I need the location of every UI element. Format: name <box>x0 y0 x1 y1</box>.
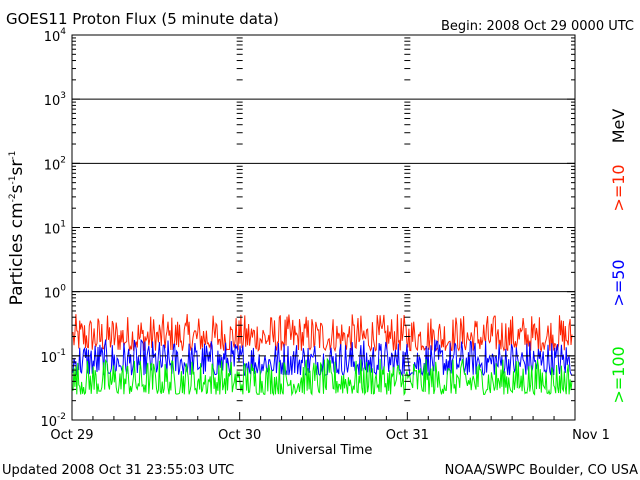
legend: >=10 >=50 >=100 MeV <box>609 109 628 404</box>
y-tick-label: 102 <box>44 155 66 173</box>
x-tick-label: Nov 1 <box>572 428 610 443</box>
x-tick-label: Oct 29 <box>50 428 93 443</box>
y-tick-label: 10-2 <box>40 412 66 430</box>
legend-unit-label: MeV <box>609 109 628 144</box>
y-tick-label: 103 <box>44 91 66 109</box>
x-tick-label: Oct 30 <box>218 428 261 443</box>
series-line-3 <box>72 357 573 397</box>
y-tick-label: 100 <box>44 284 67 302</box>
series-line-1 <box>72 314 573 353</box>
series-layer <box>72 314 573 397</box>
y-axis-label: Particles cm-2s-1sr-1 <box>7 151 27 306</box>
legend-label: >=10 <box>609 164 628 211</box>
x-axis-label: Universal Time <box>276 443 373 458</box>
y-tick-label: 104 <box>44 27 67 45</box>
legend-label: >=50 <box>609 259 628 306</box>
legend-unit: MeV <box>609 109 628 144</box>
x-axis: Oct 29 Oct 30 Oct 31 Nov 1 <box>50 412 610 443</box>
legend-entry: >=50 <box>609 259 628 306</box>
y-tick-label: 10-1 <box>40 348 66 366</box>
legend-label: >=100 <box>609 346 628 403</box>
y-tick-label: 101 <box>44 220 66 238</box>
x-tick-label: Oct 31 <box>386 428 429 443</box>
begin-time-label: Begin: 2008 Oct 29 0000 UTC <box>441 19 634 34</box>
chart-title: GOES11 Proton Flux (5 minute data) <box>6 10 279 28</box>
grid-layer <box>72 37 575 402</box>
y-axis: 10-2 10-1 100 101 102 103 104 <box>40 27 575 430</box>
legend-entry: >=100 <box>609 346 628 403</box>
source-credit: NOAA/SWPC Boulder, CO USA <box>445 463 638 478</box>
legend-entry: >=10 <box>609 164 628 211</box>
updated-timestamp: Updated 2008 Oct 31 23:55:03 UTC <box>2 463 234 478</box>
svg-text:Particles cm-2s-1sr-1: Particles cm-2s-1sr-1 <box>7 151 27 306</box>
